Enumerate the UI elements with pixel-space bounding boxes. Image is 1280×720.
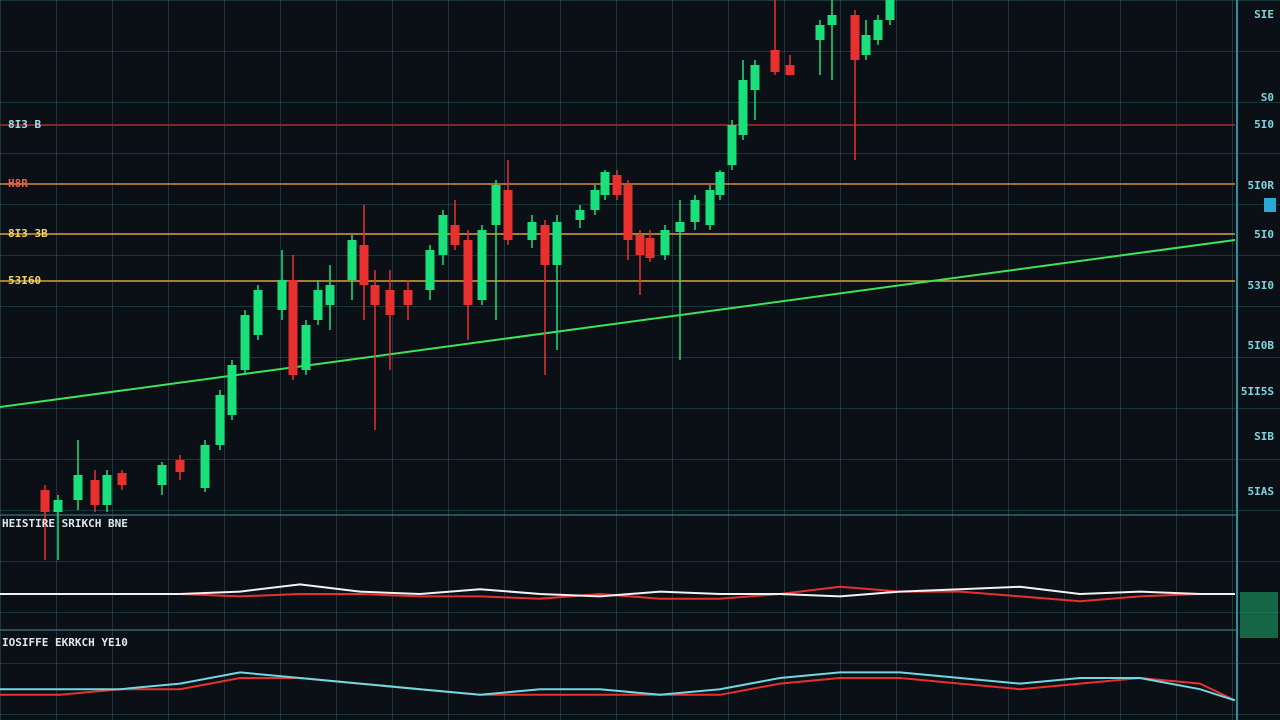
candle-body	[227, 365, 237, 415]
candle-body	[738, 80, 748, 135]
y-axis-label: SIB	[1254, 430, 1274, 443]
candle-body	[403, 290, 413, 305]
candle-body	[727, 125, 737, 165]
candle-body	[385, 290, 395, 315]
y-axis-label: SIE	[1254, 8, 1274, 21]
candle-body	[690, 200, 700, 222]
candle-body	[463, 240, 473, 305]
indicator-line	[0, 671, 1236, 702]
candle-body	[785, 65, 795, 75]
candle-body	[102, 475, 112, 505]
candle-body	[73, 475, 83, 500]
candle-body	[325, 285, 335, 305]
candle-body	[370, 285, 380, 305]
indicator-title: HEISTIRE SRIKCH BNE	[2, 517, 128, 530]
candle-body	[301, 325, 311, 370]
candle-body	[850, 15, 860, 60]
candle-body	[540, 225, 550, 265]
candle-body	[645, 238, 655, 258]
level-label: H8R	[8, 177, 28, 190]
candle-body	[425, 250, 435, 290]
candle-body	[705, 190, 715, 225]
y-axis-label: 53I0	[1248, 279, 1275, 292]
candle-body	[623, 185, 633, 240]
indicator-line	[0, 583, 1235, 598]
candle-body	[117, 473, 127, 485]
candle-body	[612, 175, 622, 195]
candle-body	[491, 185, 501, 225]
candle-body	[827, 15, 837, 25]
candle-body	[590, 190, 600, 210]
candle-body	[815, 25, 825, 40]
candle-body	[635, 235, 645, 255]
candle-body	[313, 290, 323, 320]
candle-body	[873, 20, 883, 40]
y-axis-label: 5I0B	[1248, 339, 1275, 352]
level-label: 8I3 B	[8, 118, 41, 131]
candle-body	[215, 395, 225, 445]
indicator-title: IOSIFFE EKRKCH YE10	[2, 636, 128, 649]
candle-body	[450, 225, 460, 245]
candle-body	[157, 465, 167, 485]
candle-body	[240, 315, 250, 370]
candle-body	[675, 222, 685, 232]
candle-body	[200, 445, 210, 488]
candle-body	[715, 172, 725, 195]
y-axis-label: 5I0R	[1248, 179, 1275, 192]
indicator-line	[0, 676, 1236, 702]
candle-body	[438, 215, 448, 255]
axis-marker	[1264, 198, 1276, 212]
y-axis-label: 5I0	[1254, 228, 1274, 241]
candle-body	[861, 35, 871, 55]
candle-body	[288, 280, 298, 375]
candle-body	[359, 245, 369, 285]
candle-body	[750, 65, 760, 90]
level-label: 53I60	[8, 274, 41, 287]
candle-body	[575, 210, 585, 220]
candle-body	[552, 222, 562, 265]
axis-marker	[1240, 592, 1278, 638]
candle-body	[770, 50, 780, 72]
candle-body	[477, 230, 487, 300]
y-axis-label: S0	[1261, 91, 1274, 104]
y-axis-label: 5II5S	[1241, 385, 1274, 398]
candle-body	[660, 230, 670, 255]
candle-body	[503, 190, 513, 240]
candle-body	[277, 280, 287, 310]
candle-body	[40, 490, 50, 512]
candle-body	[90, 480, 100, 505]
y-axis-label: 5I0	[1254, 118, 1274, 131]
candle-body	[527, 222, 537, 240]
y-axis-label: 5IAS	[1248, 485, 1275, 498]
indicator-line	[0, 585, 1235, 603]
candle-body	[885, 0, 895, 20]
trendline	[0, 239, 1236, 408]
candle-body	[53, 500, 63, 512]
candle-body	[253, 290, 263, 335]
candle-body	[347, 240, 357, 280]
candle-body	[175, 460, 185, 472]
candle-body	[600, 172, 610, 195]
level-label: 8I3 3B	[8, 227, 48, 240]
